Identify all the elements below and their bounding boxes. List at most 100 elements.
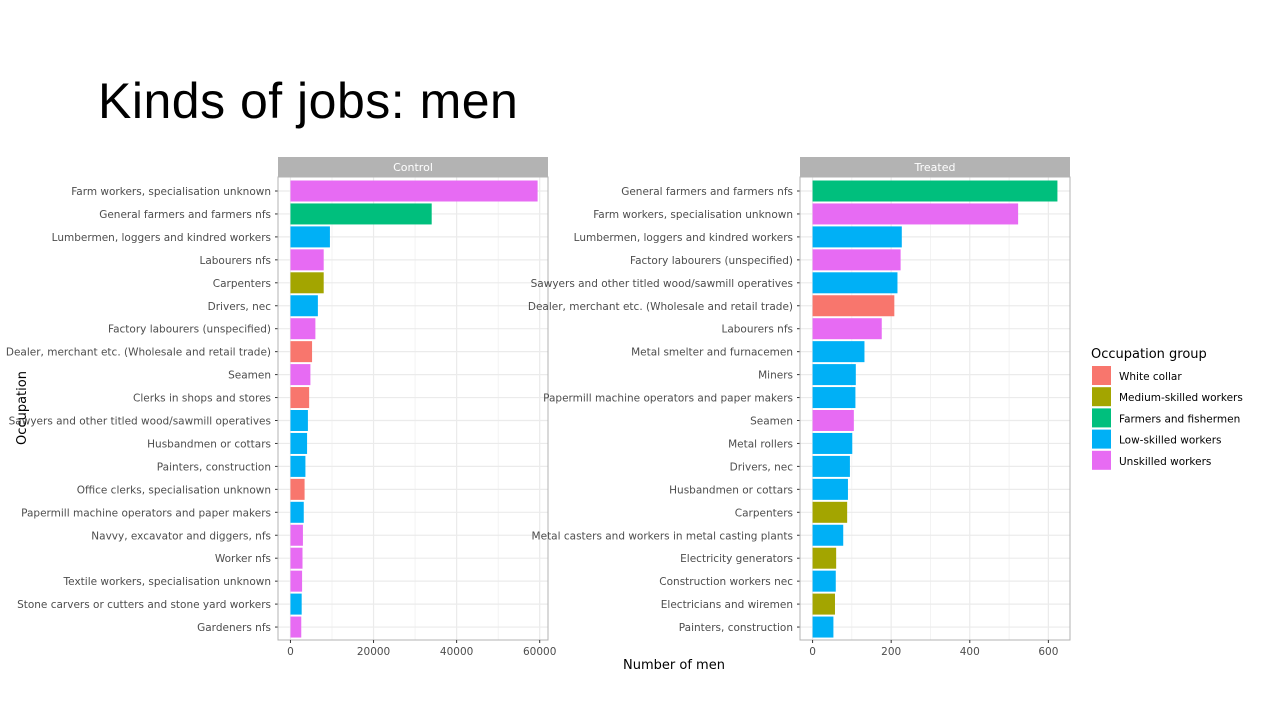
bar	[290, 455, 306, 477]
facet-strip-1	[800, 157, 1070, 177]
bar	[290, 524, 303, 546]
y-tick-label: Dealer, merchant etc. (Wholesale and ret…	[6, 347, 271, 359]
bar	[812, 180, 1058, 202]
y-tick-label: Metal casters and workers in metal casti…	[532, 530, 793, 542]
y-tick-label: Sawyers and other titled wood/sawmill op…	[9, 416, 271, 428]
bar	[290, 570, 303, 592]
legend-title: Occupation group	[1091, 347, 1207, 362]
y-tick-label: Miners	[758, 370, 793, 382]
y-tick-label: Drivers, nec	[730, 461, 794, 473]
bar	[290, 547, 303, 569]
y-tick-label: Electricity generators	[680, 553, 793, 565]
bar	[290, 387, 310, 409]
y-tick-label: Lumbermen, loggers and kindred workers	[574, 232, 793, 244]
bar	[812, 524, 844, 546]
legend-label: Farmers and fishermen	[1119, 413, 1240, 425]
bar	[812, 501, 848, 523]
bar	[290, 318, 316, 340]
facet-strip-label-0: Control	[393, 161, 433, 174]
y-tick-label: General farmers and farmers nfs	[99, 209, 271, 221]
x-axis-title: Number of men	[623, 658, 725, 673]
bar	[290, 410, 308, 431]
y-tick-label: Carpenters	[735, 507, 793, 519]
bar	[812, 226, 902, 248]
bar	[812, 455, 850, 477]
facet-strip-label-1: Treated	[914, 161, 956, 174]
x-tick-label: 20000	[357, 646, 390, 658]
y-tick-label: Farm workers, specialisation unknown	[593, 209, 793, 221]
bar	[290, 203, 432, 225]
y-tick-label: Papermill machine operators and paper ma…	[543, 393, 793, 405]
bar	[812, 203, 1019, 225]
y-tick-label: Husbandmen or cottars	[669, 484, 793, 496]
legend-swatch	[1092, 429, 1111, 449]
legend-swatch	[1092, 450, 1111, 470]
y-tick-label: Office clerks, specialisation unknown	[77, 484, 271, 496]
legend-swatch	[1092, 387, 1111, 407]
y-tick-label: Husbandmen or cottars	[147, 438, 271, 450]
bar	[290, 478, 305, 500]
bar	[290, 272, 324, 294]
facet-strip-0	[278, 157, 548, 177]
x-tick-label: 600	[1038, 646, 1058, 658]
bar	[290, 226, 330, 248]
legend-swatch	[1092, 408, 1111, 428]
bar	[290, 249, 324, 271]
x-tick-label: 60000	[523, 646, 556, 658]
y-tick-label: Labourers nfs	[721, 324, 793, 336]
bar	[290, 180, 538, 202]
y-tick-label: General farmers and farmers nfs	[621, 186, 793, 198]
y-tick-label: Labourers nfs	[199, 255, 271, 267]
bar	[812, 341, 865, 363]
y-tick-label: Farm workers, specialisation unknown	[71, 186, 271, 198]
bar	[812, 570, 836, 592]
y-tick-label: Factory labourers (unspecified)	[630, 255, 793, 267]
legend-label: Unskilled workers	[1119, 456, 1211, 468]
bar	[290, 341, 313, 363]
x-tick-label: 200	[881, 646, 901, 658]
legend-label: Medium-skilled workers	[1119, 392, 1243, 404]
bar	[290, 593, 302, 615]
bar	[812, 593, 835, 615]
bar	[290, 432, 308, 454]
x-tick-label: 40000	[440, 646, 473, 658]
y-tick-label: Worker nfs	[215, 553, 271, 565]
y-tick-label: Seamen	[750, 416, 793, 428]
bar	[812, 616, 834, 638]
y-tick-label: Sawyers and other titled wood/sawmill op…	[531, 278, 793, 290]
y-tick-label: Textile workers, specialisation unknown	[63, 576, 271, 588]
y-tick-label: Clerks in shops and stores	[133, 393, 271, 405]
bar	[290, 616, 302, 638]
bar	[290, 295, 318, 317]
y-tick-label: Dealer, merchant etc. (Wholesale and ret…	[528, 301, 793, 313]
y-tick-label: Painters, construction	[679, 622, 793, 634]
x-tick-label: 400	[960, 646, 980, 658]
y-tick-label: Stone carvers or cutters and stone yard …	[17, 599, 271, 611]
y-tick-label: Papermill machine operators and paper ma…	[21, 507, 271, 519]
y-tick-label: Metal rollers	[728, 438, 793, 450]
bar	[812, 318, 882, 340]
bar	[812, 432, 853, 454]
bar	[812, 478, 848, 500]
legend-label: White collar	[1119, 371, 1182, 383]
y-axis-title: Occupation	[15, 371, 30, 445]
y-tick-label: Seamen	[228, 370, 271, 382]
panel-border-1	[799, 176, 1071, 641]
panel-border-0	[277, 176, 549, 641]
bar	[812, 364, 856, 386]
x-tick-label: 0	[809, 646, 816, 658]
y-tick-label: Lumbermen, loggers and kindred workers	[52, 232, 271, 244]
y-tick-label: Gardeners nfs	[197, 622, 271, 634]
y-tick-label: Navvy, excavator and diggers, nfs	[91, 530, 271, 542]
legend-label: Low-skilled workers	[1119, 435, 1222, 447]
y-tick-label: Drivers, nec	[208, 301, 272, 313]
y-tick-label: Painters, construction	[157, 461, 271, 473]
bar	[812, 295, 895, 317]
bar	[812, 547, 837, 569]
legend-swatch	[1092, 366, 1111, 385]
slide-title: Kinds of jobs: men	[98, 73, 519, 129]
bar	[290, 501, 304, 523]
y-tick-label: Carpenters	[213, 278, 271, 290]
x-tick-label: 0	[287, 646, 294, 658]
